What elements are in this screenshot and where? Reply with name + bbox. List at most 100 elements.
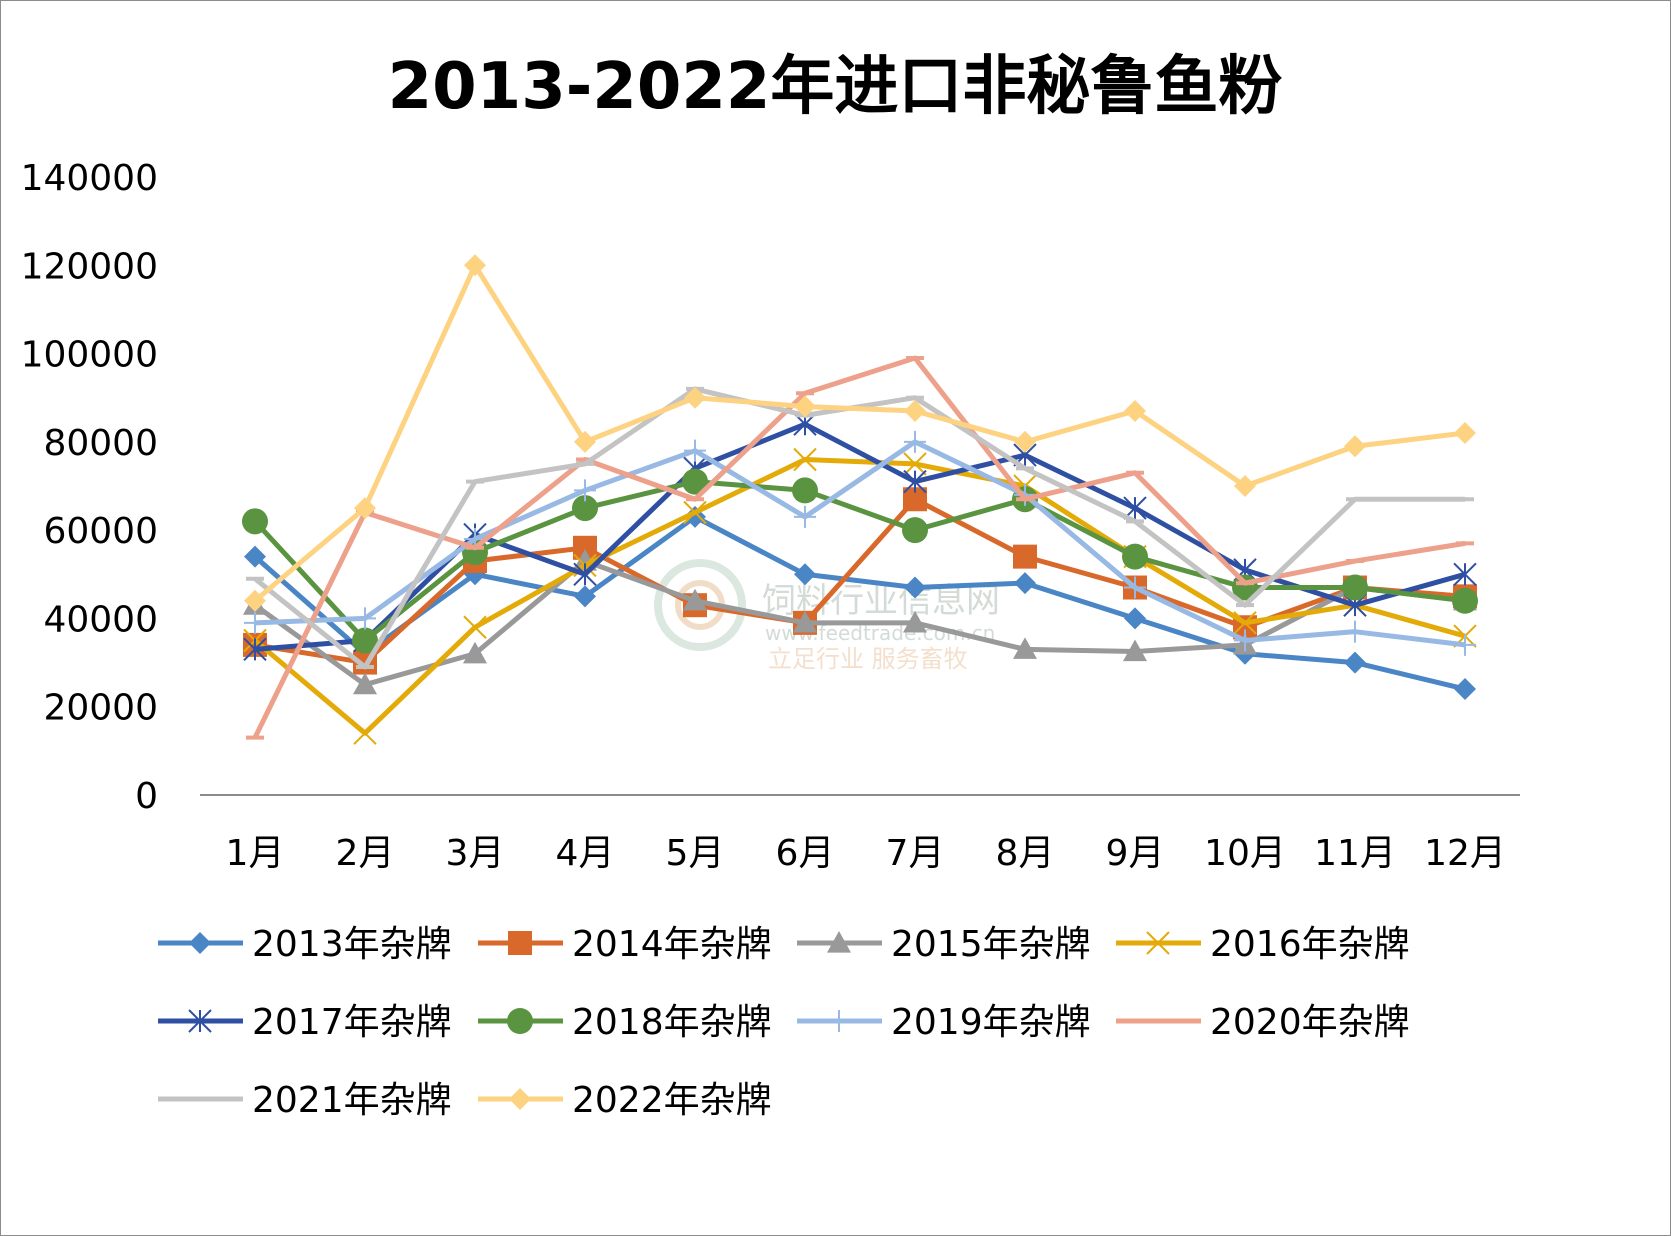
circle-marker — [572, 495, 598, 522]
star-marker — [1453, 562, 1477, 586]
triangle-marker — [903, 610, 927, 633]
legend-label: 2020年杂牌 — [1210, 1002, 1410, 1043]
series-line — [253, 262, 1466, 603]
legend-item: 2020年杂牌 — [1116, 1002, 1410, 1043]
x-tick-label: 3月 — [446, 833, 505, 874]
x-tick-label: 6月 — [776, 833, 835, 874]
circle-marker — [682, 468, 708, 495]
legend-label: 2014年杂牌 — [572, 924, 772, 965]
circle-marker — [902, 517, 928, 544]
plus-marker — [1124, 576, 1146, 599]
series-line — [252, 355, 1466, 739]
series-group — [242, 254, 1478, 745]
diamond-marker — [1454, 422, 1476, 445]
legend-item: 2022年杂牌 — [478, 1080, 772, 1121]
triangle-marker — [827, 931, 851, 953]
diamond-marker — [904, 576, 926, 599]
axes: 0 20000 40000 60000 80000 100000 120000 140000 1… — [21, 158, 1520, 874]
legend-item: 2013年杂牌 — [158, 924, 452, 965]
diamond-marker — [1454, 678, 1476, 701]
series-line — [253, 558, 1466, 688]
x-marker — [793, 447, 817, 472]
plus-marker — [828, 1010, 850, 1032]
diamond-marker — [1344, 651, 1366, 674]
star-marker — [903, 469, 927, 494]
circle-marker — [352, 627, 378, 654]
x-marker — [1146, 931, 1170, 955]
triangle-marker — [683, 588, 707, 611]
y-tick-label: 20000 — [43, 688, 158, 729]
x-marker — [1233, 611, 1257, 635]
watermark-logo-icon — [654, 559, 746, 651]
plus-marker — [1454, 633, 1476, 656]
x-tick-label: 5月 — [666, 833, 725, 874]
star-marker — [188, 1009, 212, 1033]
diamond-marker — [1014, 430, 1036, 453]
legend-label: 2013年杂牌 — [252, 924, 452, 965]
legend-label: 2016年杂牌 — [1210, 924, 1410, 965]
y-tick-label: 120000 — [21, 246, 158, 287]
legend-label: 2019年杂牌 — [891, 1002, 1091, 1043]
circle-marker — [242, 508, 268, 535]
triangle-marker — [793, 610, 817, 633]
star-marker — [243, 637, 267, 662]
diamond-marker — [1124, 399, 1146, 422]
square-marker — [1013, 544, 1037, 569]
triangle-marker — [463, 641, 487, 664]
diamond-marker — [904, 399, 926, 422]
legend-item: 2021年杂牌 — [158, 1080, 452, 1121]
x-tick-label: 11月 — [1314, 833, 1396, 874]
star-marker — [573, 562, 597, 586]
x-tick-label: 10月 — [1204, 833, 1286, 874]
watermark-slogan: 立足行业 服务畜牧 — [768, 645, 968, 673]
legend-item: 2018年杂牌 — [478, 1002, 772, 1043]
diamond-marker — [794, 563, 816, 586]
diamond-marker — [1344, 435, 1366, 458]
diamond-marker — [794, 395, 816, 418]
diamond-marker — [464, 254, 486, 277]
series-2020年杂牌 — [246, 355, 1474, 740]
legend-label: 2017年杂牌 — [252, 1002, 452, 1043]
plus-marker — [904, 430, 926, 453]
plus-marker — [574, 479, 596, 502]
plus-marker — [1344, 620, 1366, 643]
legend-item: 2014年杂牌 — [478, 924, 772, 965]
diamond-marker — [684, 505, 706, 528]
series-line — [253, 457, 1466, 736]
chart-title: 2013-2022年进口非秘鲁鱼粉 — [388, 50, 1283, 124]
diamond-marker — [244, 545, 266, 568]
diamond-marker — [1014, 572, 1036, 595]
x-marker — [903, 452, 927, 476]
x-tick-label: 12月 — [1424, 833, 1506, 874]
plus-marker — [1234, 629, 1256, 652]
series-line — [254, 439, 1466, 648]
diamond-marker — [574, 430, 596, 453]
circle-marker — [507, 1008, 533, 1034]
triangle-marker — [1013, 637, 1037, 659]
legend-item: 2016年杂牌 — [1116, 924, 1410, 965]
legend-label: 2022年杂牌 — [572, 1080, 772, 1121]
y-tick-label: 80000 — [43, 423, 158, 464]
legend-item: 2017年杂牌 — [158, 1002, 452, 1043]
circle-marker — [1122, 543, 1148, 570]
x-marker — [683, 500, 707, 525]
x-tick-label: 9月 — [1106, 833, 1165, 874]
series-2019年杂牌 — [244, 430, 1476, 656]
circle-marker — [1342, 574, 1368, 601]
legend-item: 2015年杂牌 — [797, 924, 1091, 965]
legend: 2013年杂牌 2014年杂牌 2015年杂牌 2016年杂牌 2017年杂牌 2018年… — [158, 924, 1410, 1121]
diamond-marker — [1234, 475, 1256, 497]
x-tick-label: 2月 — [336, 833, 395, 874]
series-2022年杂牌 — [244, 254, 1476, 612]
legend-label: 2015年杂牌 — [891, 924, 1091, 965]
circle-marker — [792, 477, 818, 504]
y-tick-label: 0 — [135, 776, 158, 817]
plus-marker — [794, 505, 816, 528]
diamond-marker — [509, 1088, 531, 1110]
y-tick-label: 60000 — [43, 511, 158, 552]
circle-marker — [1452, 587, 1478, 614]
triangle-marker — [353, 672, 377, 695]
diamond-marker — [354, 497, 376, 520]
y-tick-label: 40000 — [43, 599, 158, 640]
